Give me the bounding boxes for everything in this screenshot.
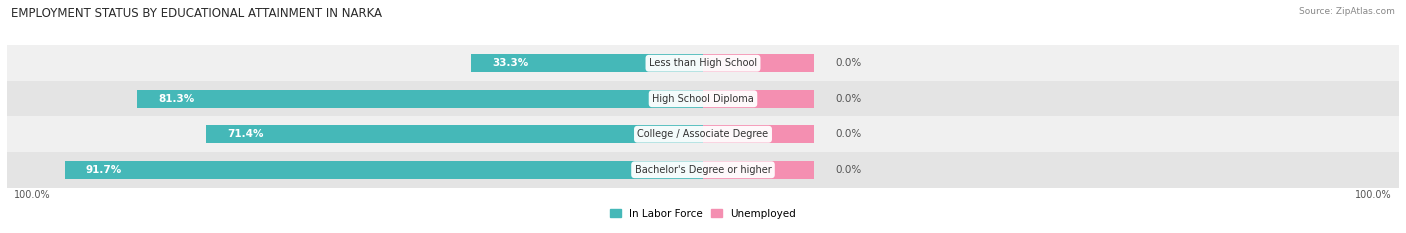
Text: Source: ZipAtlas.com: Source: ZipAtlas.com: [1299, 7, 1395, 16]
Bar: [703, 125, 814, 144]
Text: 0.0%: 0.0%: [835, 94, 862, 104]
Bar: [7, 45, 1399, 81]
Bar: [207, 125, 703, 144]
Text: College / Associate Degree: College / Associate Degree: [637, 129, 769, 139]
Text: Bachelor's Degree or higher: Bachelor's Degree or higher: [634, 165, 772, 175]
Text: EMPLOYMENT STATUS BY EDUCATIONAL ATTAINMENT IN NARKA: EMPLOYMENT STATUS BY EDUCATIONAL ATTAINM…: [11, 7, 382, 20]
Text: 0.0%: 0.0%: [835, 129, 862, 139]
Bar: [7, 152, 1399, 188]
Text: 0.0%: 0.0%: [835, 165, 862, 175]
Bar: [138, 89, 703, 108]
Bar: [7, 81, 1399, 116]
Bar: [65, 161, 703, 179]
Bar: [703, 89, 814, 108]
Text: 91.7%: 91.7%: [86, 165, 122, 175]
Text: 71.4%: 71.4%: [226, 129, 263, 139]
Bar: [703, 54, 814, 72]
Text: Less than High School: Less than High School: [650, 58, 756, 68]
Text: 33.3%: 33.3%: [492, 58, 529, 68]
Bar: [7, 116, 1399, 152]
Text: 81.3%: 81.3%: [157, 94, 194, 104]
Bar: [703, 161, 814, 179]
Text: 100.0%: 100.0%: [1355, 190, 1392, 200]
Text: 0.0%: 0.0%: [835, 58, 862, 68]
Legend: In Labor Force, Unemployed: In Labor Force, Unemployed: [610, 209, 796, 219]
Text: High School Diploma: High School Diploma: [652, 94, 754, 104]
Bar: [471, 54, 703, 72]
Text: 100.0%: 100.0%: [14, 190, 51, 200]
